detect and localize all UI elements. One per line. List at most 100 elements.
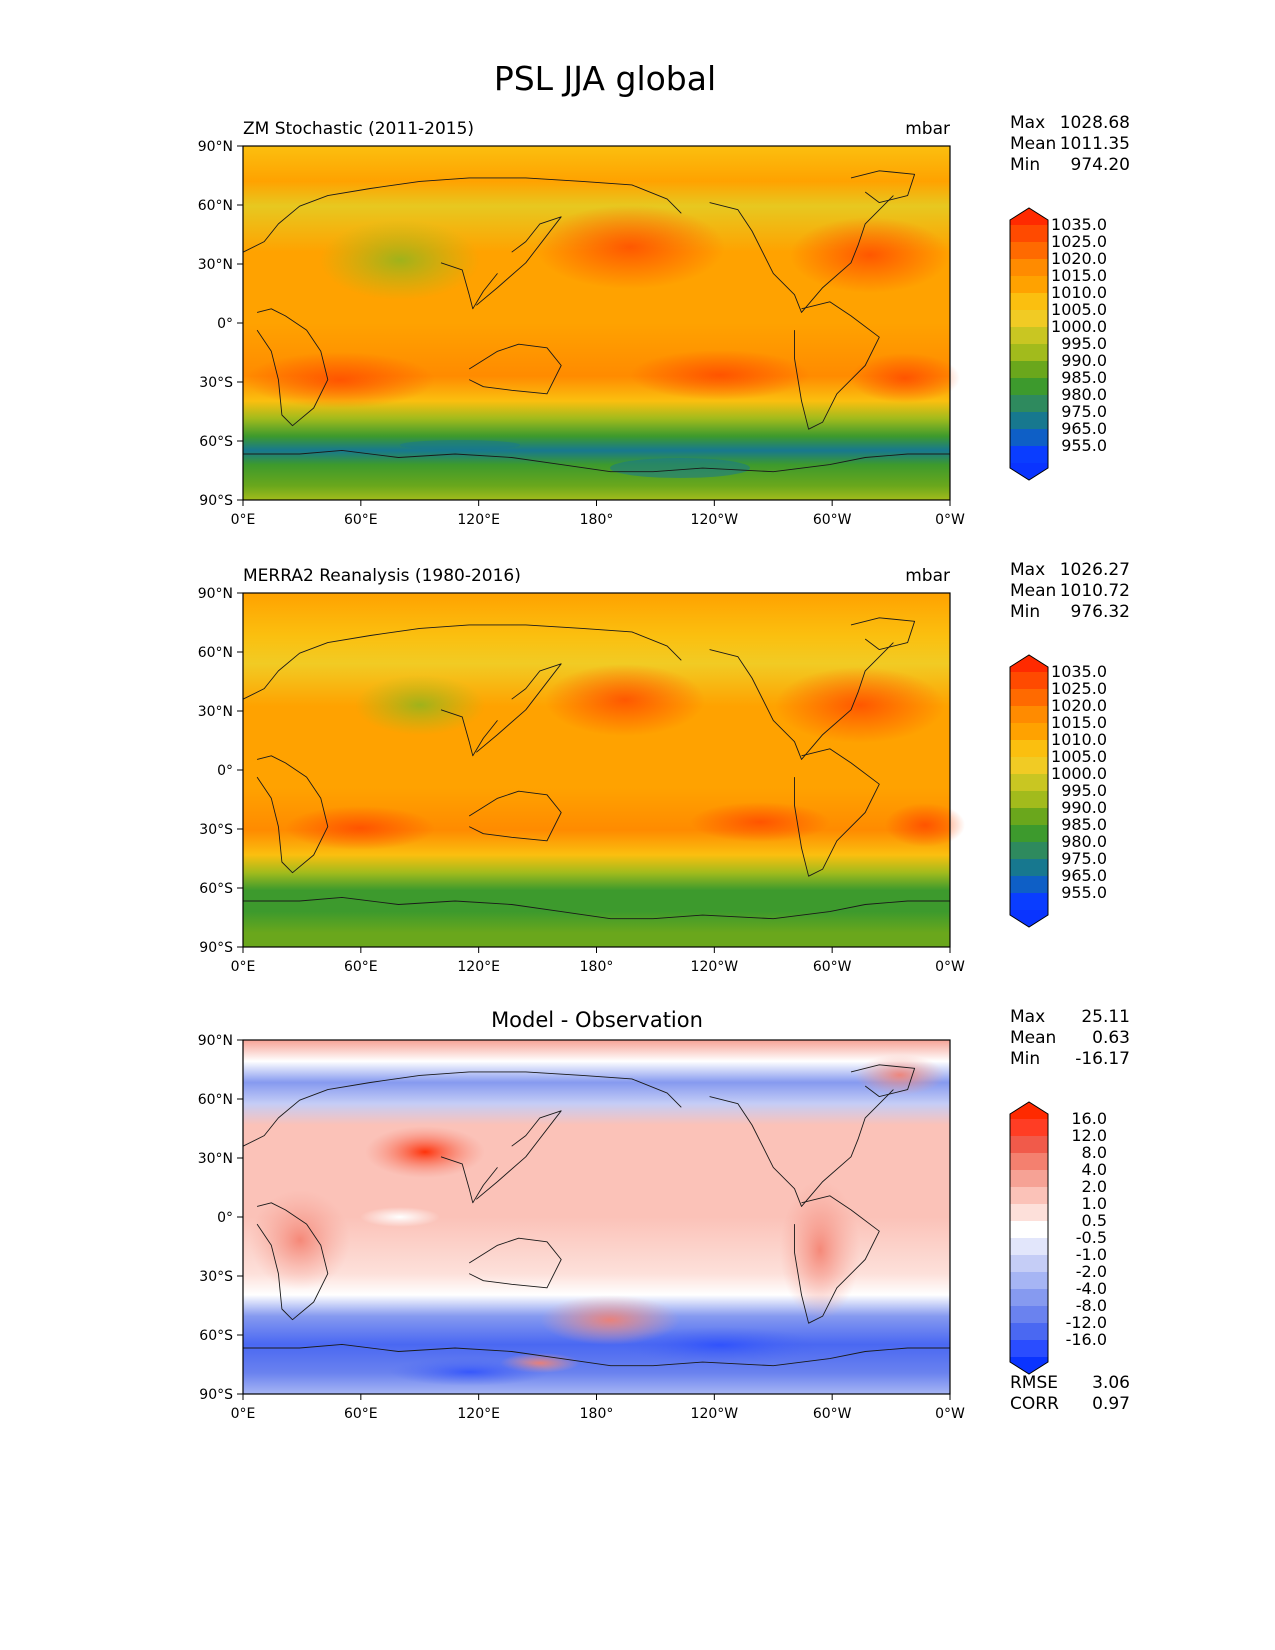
lon-tick-label: 60°E: [344, 959, 378, 975]
stat-value: 1011.35: [1060, 134, 1130, 154]
lon-tick-label: 120°W: [691, 959, 739, 975]
stat-label: Max: [1010, 1007, 1045, 1027]
colorbar-swatch: [1010, 1221, 1048, 1239]
coastline: [440, 262, 498, 310]
colorbar-label: 1020.0: [1051, 249, 1107, 268]
stat-label: Max: [1010, 560, 1045, 580]
colorbar-label: 985.0: [1061, 368, 1107, 387]
colorbar-label: 12.0: [1071, 1126, 1107, 1145]
colorbar-swatch: [1010, 672, 1048, 690]
colorbar-label: 4.0: [1082, 1160, 1107, 1179]
coastline: [243, 896, 950, 920]
colorbar-swatch: [1010, 859, 1048, 877]
stat-label: Min: [1010, 602, 1040, 622]
colorbar-label: 1015.0: [1051, 266, 1107, 285]
lat-tick-label: 90°S: [199, 1387, 233, 1403]
lon-tick-label: 120°E: [457, 512, 500, 528]
lat-axis: 90°N 60°N 30°N 0° 30°S 60°S 90°S: [198, 586, 243, 956]
coastline: [794, 748, 880, 877]
stat-value: 25.11: [1081, 1007, 1130, 1027]
panel-title-left: MERRA2 Reanalysis (1980-2016): [243, 566, 521, 586]
colorbar-label: -16.0: [1066, 1330, 1107, 1349]
lat-tick-label: 90°N: [198, 139, 233, 155]
stat-label: Min: [1010, 155, 1040, 175]
colorbar-swatch: [1010, 842, 1048, 860]
colorbar-swatch: [1010, 1170, 1048, 1188]
colorbar-swatch: [1010, 412, 1048, 430]
stat-value: 0.63: [1092, 1028, 1130, 1048]
lat-tick-label: 0°: [217, 763, 233, 779]
colorbar-label: -0.5: [1076, 1228, 1107, 1247]
colorbar-label: 975.0: [1061, 849, 1107, 868]
lon-tick-label: 120°W: [691, 1406, 739, 1422]
stat-label: CORR: [1010, 1394, 1059, 1414]
coastline: [468, 343, 562, 395]
stat-value: 1026.27: [1060, 560, 1130, 580]
colorbar: 1035.01025.01020.01015.01010.01005.01000…: [1009, 207, 1107, 481]
colorbar-swatch: [1010, 1119, 1048, 1137]
colorbar-swatch: [1010, 1204, 1048, 1222]
colorbar-label: 1020.0: [1051, 696, 1107, 715]
stat-label: Max: [1010, 113, 1045, 133]
colorbar-swatch: [1010, 1340, 1048, 1358]
colorbar-outline: [1009, 207, 1049, 481]
colorbar-swatch: [1010, 1289, 1048, 1307]
coastline: [256, 308, 329, 427]
coastline: [794, 1195, 880, 1324]
lon-tick-label: 60°W: [813, 1406, 852, 1422]
colorbar-label: 990.0: [1061, 798, 1107, 817]
stat-value: 1010.72: [1060, 581, 1130, 601]
stats-block: Max 25.11 Mean 0.63 Min -16.17 RMSE 3.06 CORR 0.9…: [1010, 1007, 1130, 1414]
colorbar-swatch: [1010, 344, 1048, 362]
colorbar-label: 965.0: [1061, 866, 1107, 885]
stat-value: -16.17: [1075, 1049, 1130, 1069]
colorbar-swatch: [1010, 774, 1048, 792]
coastline: [242, 177, 682, 253]
lon-tick-label: 0°E: [231, 1406, 256, 1422]
colorbar-label: -12.0: [1066, 1313, 1107, 1332]
lon-tick-label: 180°: [580, 512, 614, 528]
colorbar-swatch: [1010, 757, 1048, 775]
lon-tick-label: 120°E: [457, 959, 500, 975]
lon-tick-label: 120°W: [691, 512, 739, 528]
colorbar-label: 1000.0: [1051, 317, 1107, 336]
colorbar-swatch: [1010, 808, 1048, 826]
colorbar-label: 1015.0: [1051, 713, 1107, 732]
colorbar-label: 2.0: [1082, 1177, 1107, 1196]
stat-label: Mean: [1010, 581, 1056, 601]
panel-units: mbar: [905, 566, 950, 586]
map-field: [243, 593, 950, 947]
lon-axis: 0°E 60°E 120°E 180° 120°W 60°W 0°W: [231, 1394, 965, 1422]
colorbar-swatch: [1010, 1255, 1048, 1273]
lat-tick-label: 90°N: [198, 586, 233, 602]
colorbar-extend-max: [1010, 1102, 1048, 1119]
colorbar-extend-max: [1010, 208, 1048, 225]
panel-obs: MERRA2 Reanalysis (1980-2016) mbar 90°N 6…: [198, 560, 1130, 975]
coastline: [256, 1202, 329, 1321]
coastline: [440, 1156, 498, 1204]
colorbar-swatch: [1010, 361, 1048, 379]
lat-tick-label: 60°S: [199, 1328, 233, 1344]
colorbar-label: 1010.0: [1051, 730, 1107, 749]
colorbar-swatch: [1010, 327, 1048, 345]
colorbar-swatch: [1010, 876, 1048, 894]
coastline: [709, 642, 894, 760]
coastline: [468, 1237, 562, 1289]
lon-tick-label: 60°W: [813, 512, 852, 528]
colorbar-swatch: [1010, 276, 1048, 294]
lat-tick-label: 0°: [217, 1210, 233, 1226]
lat-tick-label: 30°S: [199, 822, 233, 838]
stat-label: Mean: [1010, 134, 1056, 154]
lon-tick-label: 0°W: [935, 1406, 965, 1422]
colorbar-extend-max: [1010, 655, 1048, 672]
lat-tick-label: 90°S: [199, 493, 233, 509]
coastline: [242, 624, 682, 700]
colorbar-label: 955.0: [1061, 436, 1107, 455]
colorbar-swatch: [1010, 293, 1048, 311]
lat-tick-label: 30°N: [198, 704, 233, 720]
colorbar-label: -1.0: [1076, 1245, 1107, 1264]
colorbar-label: 1.0: [1082, 1194, 1107, 1213]
